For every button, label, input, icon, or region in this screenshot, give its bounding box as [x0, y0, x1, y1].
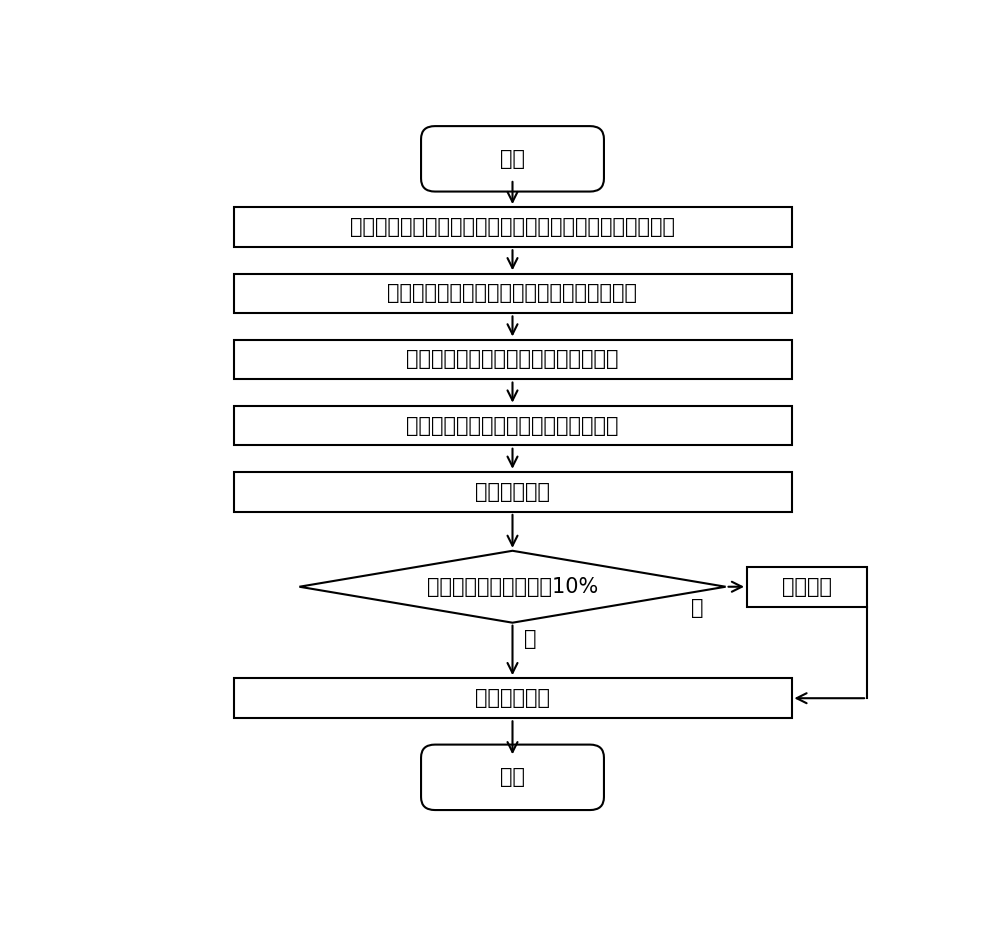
FancyBboxPatch shape: [421, 126, 604, 191]
Bar: [234, 274, 792, 313]
Text: 否: 否: [691, 599, 703, 618]
Text: 确定分区结果: 确定分区结果: [475, 688, 550, 708]
Bar: [234, 678, 792, 718]
Text: 分区调整: 分区调整: [782, 576, 832, 597]
Text: 无功储备校验: 无功储备校验: [475, 482, 550, 502]
FancyBboxPatch shape: [421, 744, 604, 810]
Bar: [747, 567, 867, 606]
Text: 结束: 结束: [500, 768, 525, 787]
Bar: [234, 207, 792, 247]
Bar: [234, 472, 792, 512]
Text: 基于二进制粒子群算法寻找最优切割点: 基于二进制粒子群算法寻找最优切割点: [406, 416, 619, 435]
Text: 区域无功储备是否大于10%: 区域无功储备是否大于10%: [427, 576, 598, 597]
Polygon shape: [299, 551, 726, 623]
Text: 基于无功潮流流向确定待切割支路范围: 基于无功潮流流向确定待切割支路范围: [406, 349, 619, 370]
Text: 将节点间的灵敏度矩阵模糊化，得到各节点间的隶属度矩阵: 将节点间的灵敏度矩阵模糊化，得到各节点间的隶属度矩阵: [350, 217, 675, 237]
Text: 开始: 开始: [500, 149, 525, 169]
Bar: [234, 406, 792, 446]
Bar: [234, 340, 792, 379]
Text: 是: 是: [524, 629, 537, 648]
Text: 根据无功源节点间的隶属关系对无功源预分区: 根据无功源节点间的隶属关系对无功源预分区: [388, 283, 638, 304]
